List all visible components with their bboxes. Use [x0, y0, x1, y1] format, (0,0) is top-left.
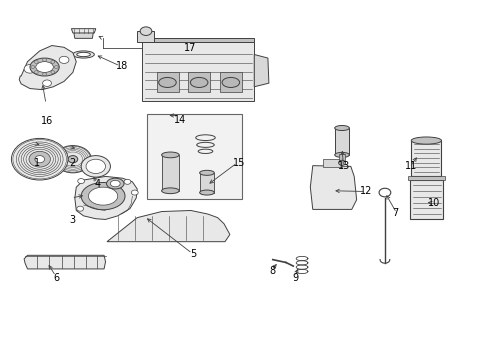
- Text: 2: 2: [70, 158, 76, 168]
- Polygon shape: [142, 42, 254, 101]
- Ellipse shape: [88, 187, 118, 205]
- Text: 1: 1: [34, 158, 40, 168]
- Circle shape: [42, 73, 46, 76]
- Text: 6: 6: [54, 273, 60, 283]
- Polygon shape: [74, 32, 93, 39]
- Circle shape: [78, 179, 84, 184]
- Text: 12: 12: [360, 186, 372, 197]
- Circle shape: [51, 71, 55, 73]
- Polygon shape: [107, 211, 229, 242]
- Polygon shape: [254, 54, 268, 87]
- Circle shape: [29, 151, 50, 167]
- Circle shape: [24, 64, 36, 73]
- Circle shape: [51, 60, 55, 63]
- Circle shape: [68, 156, 78, 163]
- Ellipse shape: [199, 170, 214, 175]
- Circle shape: [140, 27, 152, 36]
- Text: 16: 16: [41, 116, 53, 126]
- Ellipse shape: [110, 180, 120, 187]
- Polygon shape: [24, 255, 105, 269]
- Text: 18: 18: [115, 61, 127, 71]
- Ellipse shape: [161, 152, 179, 158]
- Polygon shape: [19, 45, 76, 90]
- Circle shape: [35, 156, 44, 163]
- Bar: [199, 173, 214, 193]
- Bar: [157, 72, 178, 92]
- Bar: [409, 180, 443, 220]
- Ellipse shape: [410, 137, 441, 144]
- Ellipse shape: [334, 152, 348, 157]
- Circle shape: [77, 206, 83, 211]
- Ellipse shape: [81, 183, 125, 210]
- Circle shape: [13, 139, 66, 179]
- Ellipse shape: [158, 77, 176, 87]
- Bar: [334, 128, 348, 155]
- Circle shape: [81, 156, 110, 177]
- Ellipse shape: [30, 58, 59, 76]
- Circle shape: [338, 160, 345, 165]
- Text: 15: 15: [232, 158, 244, 168]
- Circle shape: [11, 138, 68, 180]
- Circle shape: [54, 66, 58, 68]
- Text: 10: 10: [427, 198, 439, 208]
- Ellipse shape: [190, 77, 207, 87]
- Bar: [137, 31, 154, 42]
- Text: 11: 11: [405, 161, 417, 171]
- Ellipse shape: [73, 51, 94, 58]
- Circle shape: [34, 71, 38, 73]
- Text: 4: 4: [94, 179, 100, 189]
- Circle shape: [86, 159, 105, 174]
- Polygon shape: [310, 166, 356, 210]
- Circle shape: [124, 179, 131, 184]
- Bar: [410, 140, 441, 176]
- Bar: [147, 114, 242, 199]
- Circle shape: [59, 56, 69, 63]
- Text: 17: 17: [183, 43, 196, 53]
- Bar: [220, 72, 242, 92]
- Circle shape: [31, 66, 35, 68]
- Ellipse shape: [222, 77, 239, 87]
- Ellipse shape: [106, 178, 124, 189]
- Text: 8: 8: [269, 266, 275, 276]
- Circle shape: [42, 58, 46, 61]
- Ellipse shape: [334, 126, 348, 131]
- Circle shape: [34, 60, 38, 63]
- Polygon shape: [71, 29, 96, 33]
- Text: 14: 14: [174, 115, 186, 125]
- Ellipse shape: [77, 52, 90, 57]
- Bar: [338, 154, 345, 162]
- Text: 9: 9: [292, 273, 298, 283]
- Text: 3: 3: [70, 215, 76, 225]
- Polygon shape: [75, 176, 137, 220]
- Bar: [407, 176, 445, 180]
- Circle shape: [54, 145, 91, 173]
- Bar: [322, 159, 341, 167]
- Ellipse shape: [36, 62, 53, 72]
- Text: 5: 5: [190, 248, 196, 258]
- Text: 7: 7: [392, 208, 398, 218]
- Circle shape: [42, 80, 51, 86]
- Circle shape: [131, 190, 138, 195]
- Text: 13: 13: [338, 161, 350, 171]
- Polygon shape: [142, 38, 254, 42]
- Bar: [188, 72, 210, 92]
- Ellipse shape: [199, 190, 214, 195]
- Bar: [161, 155, 179, 191]
- Ellipse shape: [161, 188, 179, 194]
